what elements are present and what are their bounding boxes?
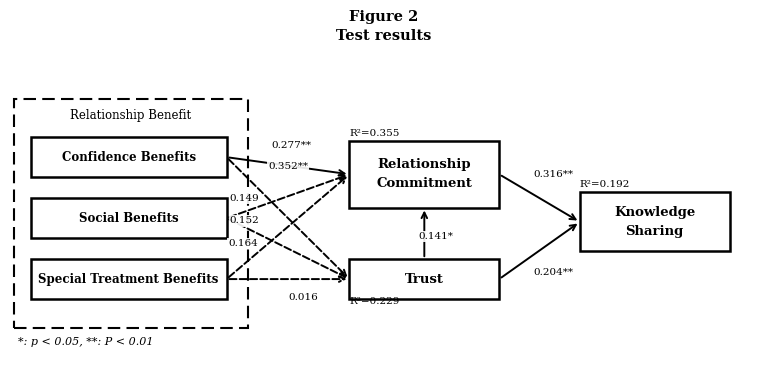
Bar (31, 198, 227, 238)
Text: R²=0.355: R²=0.355 (349, 129, 400, 138)
Text: 0.204**: 0.204** (533, 268, 573, 277)
Text: Knowledge
Sharing: Knowledge Sharing (614, 206, 695, 238)
Text: Confidence Benefits: Confidence Benefits (61, 150, 196, 164)
Bar (349, 259, 499, 299)
Text: 0.277**: 0.277** (272, 141, 312, 150)
Text: Figure 2: Figure 2 (349, 10, 419, 24)
Bar (31, 137, 227, 177)
Bar (31, 259, 227, 299)
Text: 0.316**: 0.316** (533, 170, 573, 179)
Text: Trust: Trust (405, 272, 444, 286)
Text: *: p < 0.05, **: P < 0.01: *: p < 0.05, **: P < 0.01 (18, 337, 153, 347)
Text: Relationship Benefit: Relationship Benefit (71, 109, 191, 122)
Bar (14, 99, 248, 328)
Bar (349, 141, 499, 208)
Text: 0.149: 0.149 (230, 194, 260, 203)
Text: Special Treatment Benefits: Special Treatment Benefits (38, 272, 219, 286)
Text: R²=0.192: R²=0.192 (580, 180, 631, 189)
Text: 0.164: 0.164 (228, 239, 258, 248)
Text: 0.352**: 0.352** (268, 162, 308, 171)
Text: R²=0.229: R²=0.229 (349, 296, 400, 306)
Text: Social Benefits: Social Benefits (79, 211, 178, 225)
Bar (580, 192, 730, 251)
Text: 0.016: 0.016 (289, 293, 318, 303)
Text: Relationship
Commitment: Relationship Commitment (376, 158, 472, 190)
Text: Test results: Test results (336, 29, 432, 43)
Text: 0.152: 0.152 (230, 216, 260, 226)
Text: 0.141*: 0.141* (419, 232, 454, 241)
